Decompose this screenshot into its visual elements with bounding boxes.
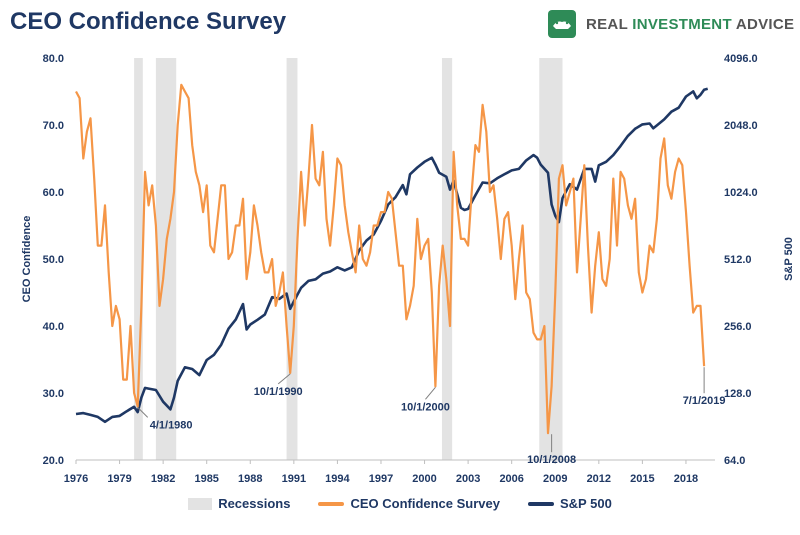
x-tick-label-2: 1982: [151, 473, 175, 485]
annotation-label-0: 4/1/1980: [150, 419, 193, 431]
left-tick-label-5: 70.0: [43, 120, 64, 132]
brand-name-part1: REAL: [586, 15, 633, 33]
y-axis-left-label: CEO Confidence: [21, 216, 33, 303]
legend-swatch-sp500: [528, 501, 554, 506]
recession-band-0: [134, 58, 143, 460]
y-axis-right-label: S&P 500: [783, 237, 795, 281]
left-tick-label-6: 80.0: [43, 53, 64, 65]
sp500-series: [75, 87, 709, 424]
legend-label-ceo: CEO Confidence Survey: [350, 496, 500, 511]
x-tick-label-3: 1985: [194, 473, 218, 485]
annotation-leader-0: [137, 407, 149, 418]
annotation-label-4: 7/1/2019: [683, 395, 726, 407]
brand-name: REAL INVESTMENT ADVICE: [586, 16, 794, 33]
right-tick-label-3: 512.0: [724, 254, 752, 266]
left-tick-label-4: 60.0: [43, 187, 64, 199]
recession-bands: [134, 58, 563, 460]
legend-swatch-recessions: [188, 497, 213, 510]
legend-item-sp500: S&P 500: [528, 496, 612, 511]
left-tick-label-0: 20.0: [43, 455, 64, 467]
right-tick-label-1: 128.0: [724, 388, 752, 400]
annotation-label-3: 10/1/2008: [527, 454, 576, 466]
chart-title: CEO Confidence Survey: [10, 8, 287, 35]
x-tick-label-13: 2015: [630, 473, 654, 485]
recession-band-2: [286, 58, 298, 460]
legend: Recessions CEO Confidence Survey S&P 500: [0, 496, 800, 511]
brand-name-part3: ADVICE: [731, 15, 795, 33]
annotation-leader-1: [277, 373, 291, 385]
x-tick-label-5: 1991: [282, 473, 306, 485]
left-tick-label-2: 40.0: [43, 321, 64, 333]
x-tick-label-9: 2003: [456, 473, 480, 485]
annotation-label-2: 10/1/2000: [401, 401, 450, 413]
x-tick-label-12: 2012: [587, 473, 611, 485]
legend-item-ceo: CEO Confidence Survey: [318, 496, 500, 511]
x-tick-label-4: 1988: [238, 473, 262, 485]
right-tick-label-6: 4096.0: [724, 53, 758, 65]
x-tick-label-10: 2006: [499, 473, 523, 485]
x-tick-label-1: 1979: [107, 473, 131, 485]
brand-logo: REAL INVESTMENT ADVICE: [548, 10, 794, 38]
ceo-series: [75, 83, 706, 435]
annotations: 4/1/1980 10/1/1990 10/1/2000 10/1/2008 7/1/2…: [137, 367, 726, 466]
annotation-leader-2: [425, 386, 436, 400]
recession-band-3: [441, 58, 453, 460]
x-tick-label-14: 2018: [674, 473, 698, 485]
legend-label-sp500: S&P 500: [560, 496, 612, 511]
left-tick-label-1: 30.0: [43, 388, 64, 400]
annotation-label-1: 10/1/1990: [254, 386, 303, 398]
ceo-confidence-line: [75, 83, 706, 435]
x-tick-label-6: 1994: [325, 473, 350, 485]
x-tick-label-7: 1997: [369, 473, 393, 485]
x-tick-label-8: 2000: [412, 473, 436, 485]
sp500-line: [75, 87, 709, 424]
bull-icon: [548, 10, 576, 38]
axes: 20.0 30.0 40.0 50.0 60.0 70.0 80.0 64.0 128.0 256…: [21, 53, 795, 485]
right-tick-label-4: 1024.0: [724, 187, 758, 199]
legend-swatch-ceo: [318, 501, 345, 506]
x-tick-label-0: 1976: [64, 473, 88, 485]
right-tick-label-5: 2048.0: [724, 120, 758, 132]
brand-name-part2: INVESTMENT: [632, 15, 732, 33]
legend-label-recessions: Recessions: [218, 496, 291, 511]
right-tick-label-0: 64.0: [724, 455, 745, 467]
left-tick-label-3: 50.0: [43, 254, 64, 266]
legend-item-recessions: Recessions: [188, 496, 290, 511]
x-tick-label-11: 2009: [543, 473, 567, 485]
right-tick-label-2: 256.0: [724, 321, 752, 333]
